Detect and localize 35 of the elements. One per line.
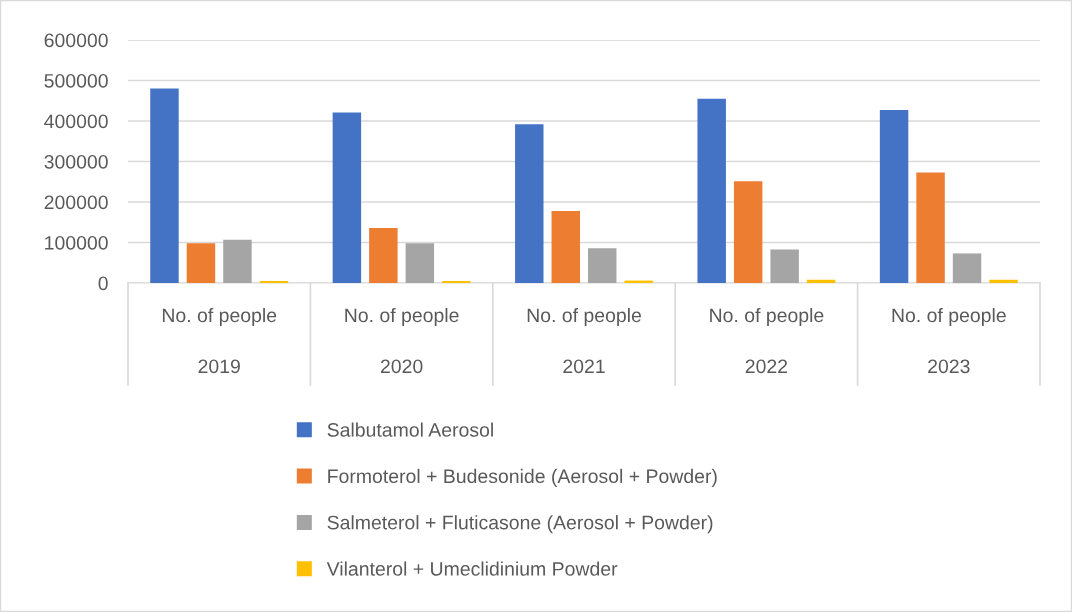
bar: [770, 249, 799, 283]
bar: [989, 279, 1018, 283]
bar: [806, 279, 836, 283]
category-label: No. of people 2023: [892, 307, 1006, 374]
bar: [879, 110, 909, 283]
category-label: No. of people 2021: [527, 307, 641, 374]
legend-label: Formoterol + Budesonide (Aerosol + Powder): [328, 468, 717, 487]
y-tick-label: 0: [98, 276, 108, 291]
legend-label: Salmeterol + Fluticasone (Aerosol + Powder): [327, 515, 713, 534]
bar: [733, 181, 763, 283]
category-label: No. of people 2022: [710, 307, 824, 374]
y-tick-label: 600000: [44, 33, 108, 48]
bar: [369, 227, 398, 283]
y-tick-label: 200000: [44, 195, 108, 210]
bar: [551, 210, 580, 283]
bar: [186, 243, 216, 283]
bar: [697, 98, 726, 283]
bar: [259, 280, 289, 283]
bar: [405, 243, 435, 283]
bar: [332, 112, 362, 283]
bar: [916, 172, 945, 283]
y-tick-label: 100000: [45, 235, 108, 250]
bar: [588, 248, 617, 283]
y-tick-label: 500000: [44, 73, 108, 88]
legend-label: Vilanterol + Umeclidinium Powder: [326, 561, 618, 576]
category-label: No. of people 2020: [345, 307, 459, 374]
category-label: No. of people 2019: [162, 307, 277, 374]
bar: [150, 88, 179, 283]
bar: [223, 239, 252, 283]
y-tick-label: 400000: [44, 114, 108, 129]
legend-label: Salbutamol Aerosol: [327, 422, 493, 437]
bar: [515, 124, 544, 283]
y-tick-label: 300000: [44, 154, 108, 169]
bar: [442, 280, 471, 283]
bar: [952, 253, 982, 283]
